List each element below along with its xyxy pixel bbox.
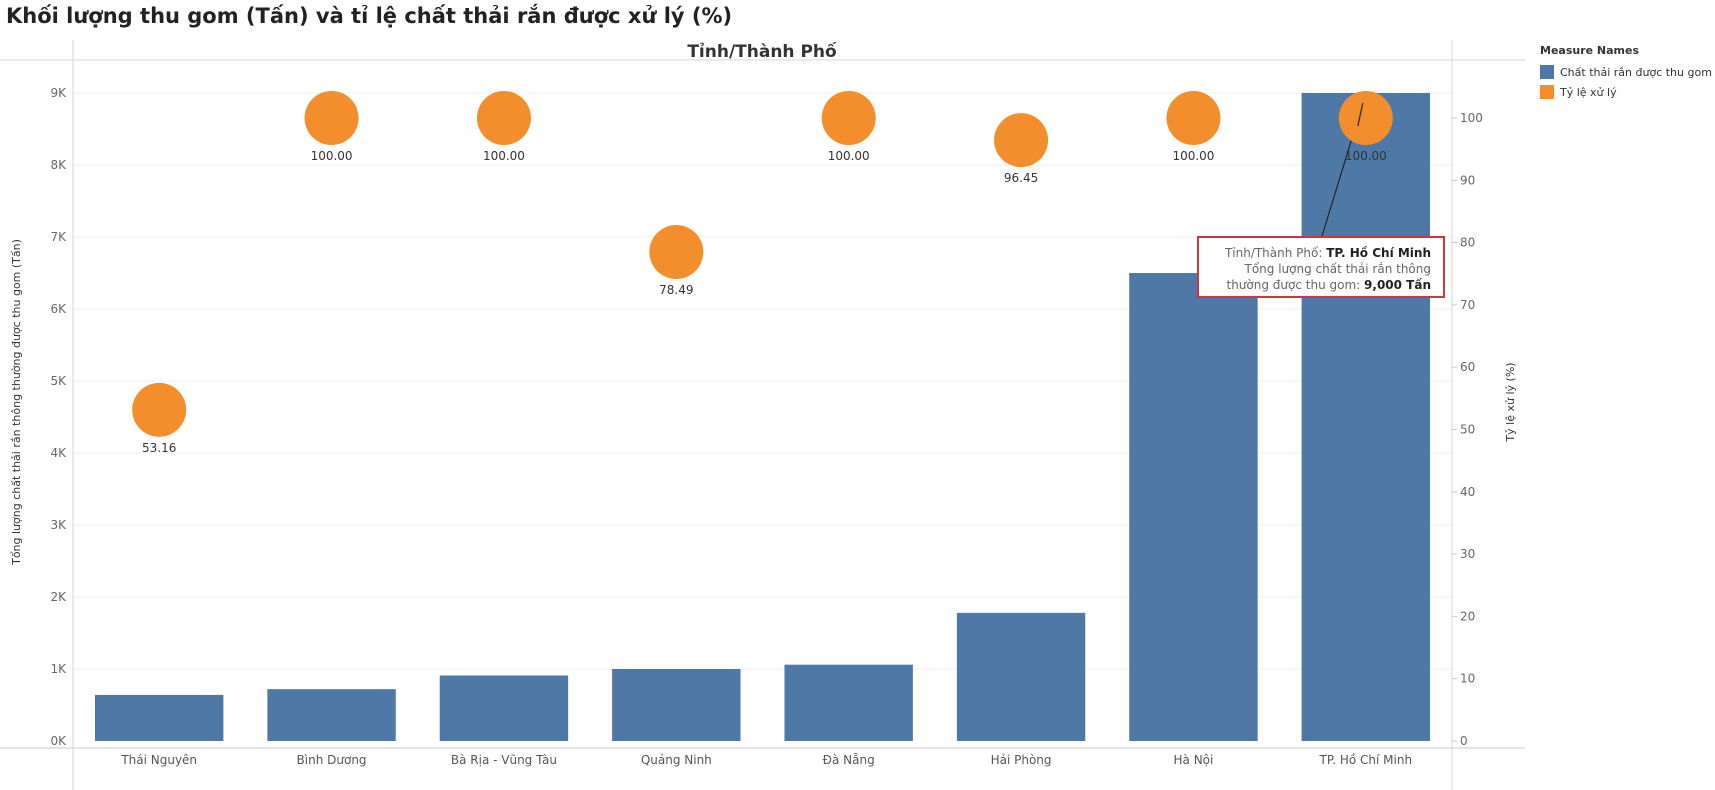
- y2-tick-label: 50: [1460, 423, 1475, 437]
- bar[interactable]: [94, 694, 224, 741]
- legend-item-collected[interactable]: Chất thải rắn được thu gom: [1540, 62, 1712, 82]
- rate-point[interactable]: [994, 113, 1049, 168]
- rate-data-label: 78.49: [659, 283, 693, 297]
- y-tick-label: 7K: [50, 230, 67, 244]
- x-tick-label: Bình Dương: [297, 753, 367, 767]
- tooltip-line-measure-2: thường được thu gom: 9,000 Tấn: [1205, 277, 1432, 293]
- y2-tick-label: 80: [1460, 236, 1475, 250]
- column-header: Tỉnh/Thành Phố: [687, 41, 837, 62]
- y-tick-label: 3K: [50, 518, 67, 532]
- legend: Measure Names Chất thải rắn được thu gom…: [1540, 44, 1712, 102]
- y-tick-label: 9K: [50, 86, 67, 100]
- rate-data-label: 100.00: [1345, 149, 1387, 163]
- bar[interactable]: [784, 664, 913, 741]
- legend-swatch-rate: [1540, 85, 1554, 99]
- y-tick-label: 0K: [50, 734, 67, 748]
- rate-point[interactable]: [304, 91, 359, 145]
- y-tick-label: 4K: [50, 446, 67, 460]
- legend-item-rate[interactable]: Tỷ lệ xử lý: [1540, 82, 1712, 102]
- chart-title: Khối lượng thu gom (Tấn) và tỉ lệ chất t…: [6, 4, 733, 28]
- bar[interactable]: [1129, 273, 1258, 741]
- tooltip-pointer-line-top: [1357, 102, 1364, 127]
- y2-axis-ticks: 0 10 20 30 40 50 60 70 80 90 100: [1452, 111, 1483, 748]
- tooltip: Tỉnh/Thành Phố: TP. Hồ Chí Minh Tổng lượ…: [1197, 236, 1445, 298]
- legend-swatch-collected: [1540, 65, 1554, 79]
- bar[interactable]: [1301, 93, 1431, 741]
- y2-tick-label: 60: [1460, 360, 1475, 374]
- bar[interactable]: [267, 689, 396, 741]
- x-tick-label: Thái Nguyên: [120, 753, 197, 767]
- rate-data-label: 53.16: [142, 441, 176, 455]
- bar[interactable]: [439, 675, 569, 741]
- y2-tick-label: 70: [1460, 298, 1475, 312]
- rate-point[interactable]: [1166, 91, 1221, 145]
- rate-data-label: 100.00: [828, 149, 870, 163]
- y2-tick-label: 0: [1460, 734, 1468, 748]
- y-tick-label: 6K: [50, 302, 67, 316]
- y-axis-ticks: 0K 1K 2K 3K 4K 5K 6K 7K 8K 9K: [50, 86, 67, 748]
- bar[interactable]: [612, 669, 741, 741]
- rate-point[interactable]: [649, 225, 704, 280]
- x-tick-label: Hà Nội: [1174, 753, 1214, 767]
- y2-tick-label: 40: [1460, 485, 1475, 499]
- y2-axis-title: Tỷ lệ xử lý (%): [1504, 362, 1517, 442]
- y2-tick-label: 30: [1460, 547, 1475, 561]
- y-tick-label: 2K: [50, 590, 67, 604]
- tooltip-category-label: Tỉnh/Thành Phố:: [1224, 246, 1323, 260]
- tooltip-category-value: TP. Hồ Chí Minh: [1326, 246, 1431, 260]
- legend-label-rate: Tỷ lệ xử lý: [1560, 85, 1617, 99]
- rate-point[interactable]: [821, 91, 876, 145]
- y-tick-label: 1K: [50, 662, 67, 676]
- y2-tick-label: 90: [1460, 173, 1475, 187]
- tooltip-measure-value: 9,000 Tấn: [1364, 278, 1431, 292]
- bar[interactable]: [956, 612, 1086, 741]
- rate-data-label: 100.00: [483, 149, 525, 163]
- y-tick-label: 8K: [50, 158, 67, 172]
- y-tick-label: 5K: [50, 374, 67, 388]
- x-tick-label: Hải Phòng: [991, 753, 1052, 767]
- rate-point[interactable]: [1338, 91, 1393, 145]
- rate-data-label: 100.00: [311, 149, 353, 163]
- x-tick-label: Đà Nẵng: [823, 753, 875, 767]
- bar-series: [94, 93, 1431, 741]
- rate-data-label: 100.00: [1172, 149, 1214, 163]
- rate-point[interactable]: [132, 382, 187, 437]
- rate-point[interactable]: [476, 91, 531, 145]
- legend-label-collected: Chất thải rắn được thu gom: [1560, 65, 1712, 79]
- legend-title: Measure Names: [1540, 44, 1640, 57]
- tooltip-measure-label: thường được thu gom:: [1226, 278, 1361, 292]
- x-tick-label: TP. Hồ Chí Minh: [1319, 753, 1413, 767]
- rate-series: 53.16 100.00 100.00 78.49 100.00 96.45 100.00 1…: [132, 91, 1393, 455]
- y2-tick-label: 20: [1460, 609, 1475, 623]
- rate-data-label: 96.45: [1004, 171, 1038, 185]
- y2-tick-label: 10: [1460, 672, 1475, 686]
- y2-tick-label: 100: [1460, 111, 1483, 125]
- tooltip-line-category: Tỉnh/Thành Phố: TP. Hồ Chí Minh: [1205, 245, 1431, 261]
- x-axis-labels: Thái Nguyên Bình Dương Bà Rịa - Vũng Tàu Qu…: [120, 753, 1412, 767]
- x-tick-label: Bà Rịa - Vũng Tàu: [451, 753, 557, 767]
- tooltip-line-measure-1: Tổng lượng chất thải rắn thông: [1244, 262, 1432, 276]
- axes: Tỉnh/Thành Phố Tổng lượng chất thải rắn …: [0, 40, 1525, 790]
- y-axis-title: Tổng lượng chất thải rắn thông thường đư…: [10, 239, 23, 566]
- x-tick-label: Quảng Ninh: [641, 753, 712, 767]
